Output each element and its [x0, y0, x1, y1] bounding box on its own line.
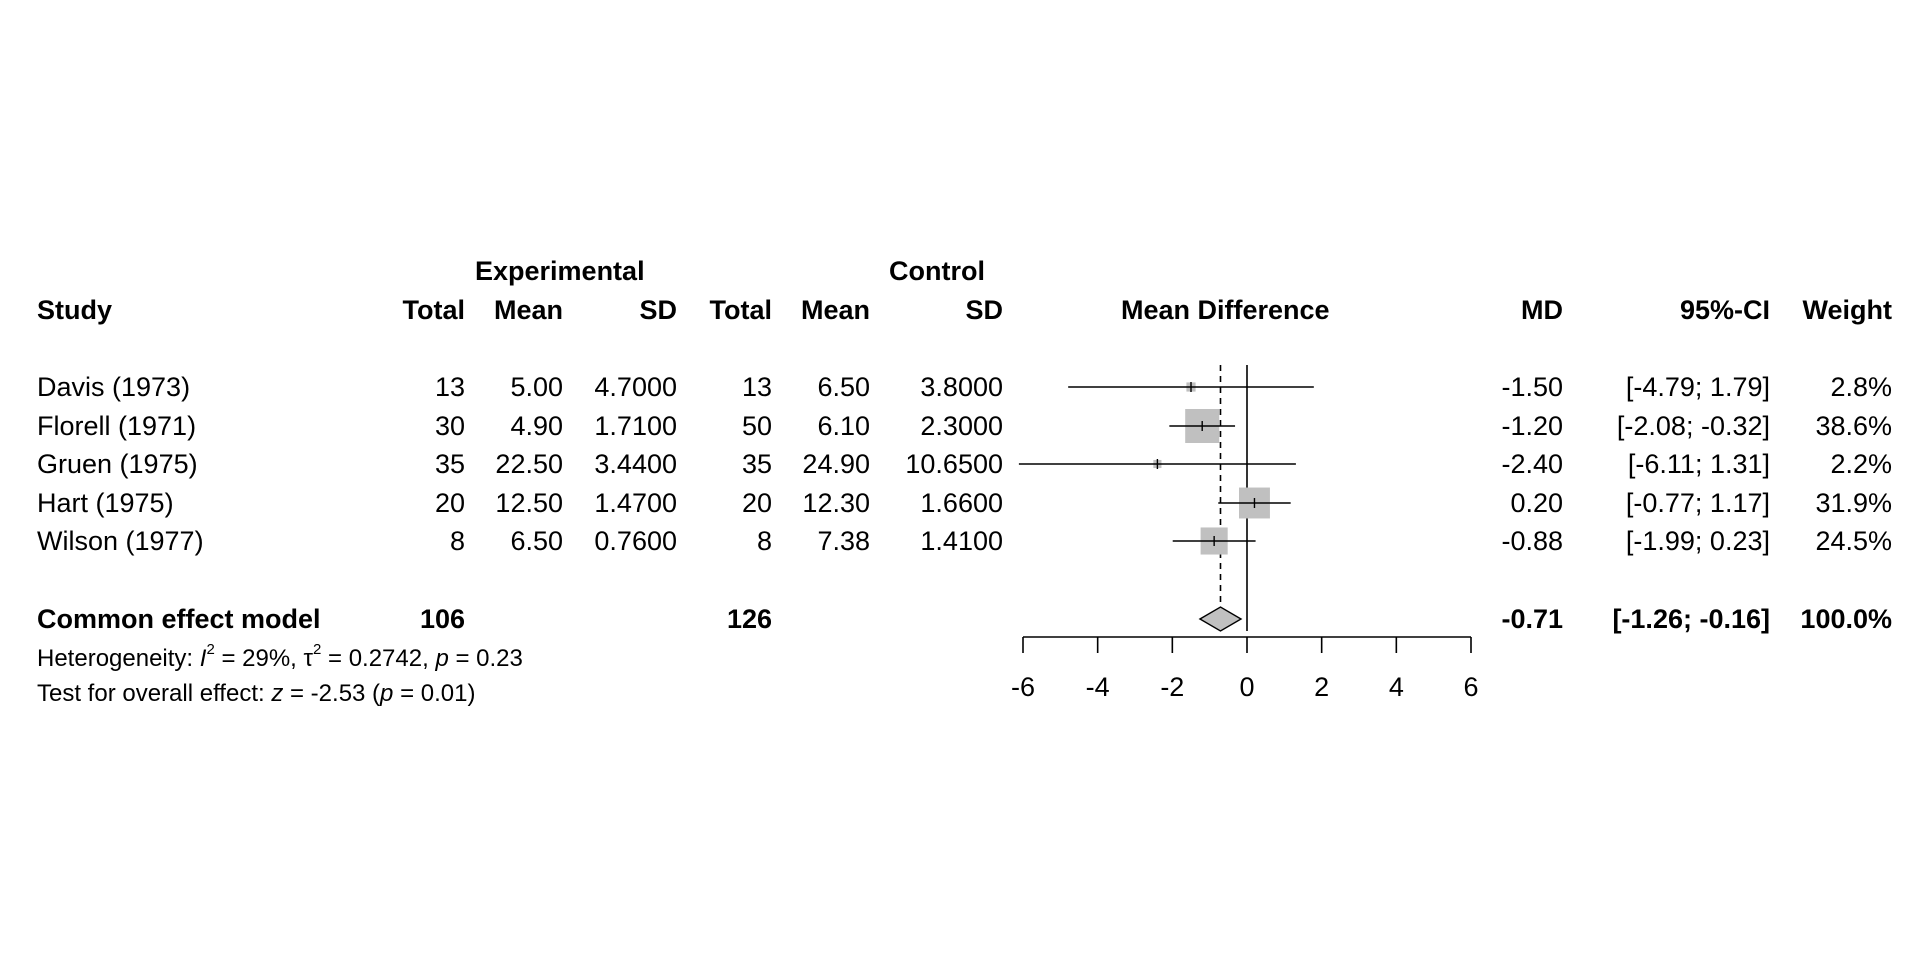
pooled-diamond — [1198, 606, 1243, 632]
exp-mean: 22.50 — [495, 449, 563, 479]
weight-value: 31.9% — [1815, 488, 1892, 518]
ci-value: [-4.79; 1.79] — [1625, 372, 1770, 402]
ci-value: [-1.99; 0.23] — [1625, 526, 1770, 556]
summary-exp-total: 106 — [419, 604, 465, 634]
exp-total: 35 — [434, 449, 465, 479]
study-row: Gruen (1975) 35 22.50 3.4400 35 24.90 10… — [0, 451, 1920, 485]
study-row: Wilson (1977) 8 6.50 0.7600 8 7.38 1.410… — [0, 528, 1920, 562]
x-tick-label: -4 — [1086, 672, 1110, 702]
summary-md: -0.71 — [1501, 604, 1563, 634]
overall-effect-text: Test for overall effect: z = -2.53 (p = … — [37, 680, 476, 707]
md-header: MD — [1521, 295, 1563, 325]
summary-weight: 100.0% — [1800, 604, 1892, 634]
md-value: 0.20 — [1510, 488, 1563, 518]
ctl-sd: 2.3000 — [920, 411, 1003, 441]
x-tick-label: -6 — [1011, 672, 1035, 702]
ctl-mean: 12.30 — [802, 488, 870, 518]
ctl-total: 13 — [741, 372, 772, 402]
ctl-total-header: Total — [709, 295, 773, 325]
x-tick-label: -2 — [1160, 672, 1184, 702]
ci-value: [-0.77; 1.17] — [1625, 488, 1770, 518]
ctl-sd: 10.6500 — [905, 449, 1003, 479]
study-name: Wilson (1977) — [37, 526, 204, 556]
weight-value: 2.2% — [1830, 449, 1892, 479]
x-tick-label: 6 — [1463, 672, 1478, 702]
ctl-total: 20 — [741, 488, 772, 518]
exp-sd-header: SD — [639, 295, 677, 325]
ci-header: 95%-CI — [1679, 295, 1770, 325]
exp-mean: 4.90 — [510, 411, 563, 441]
study-row: Davis (1973) 13 5.00 4.7000 13 6.50 3.80… — [0, 374, 1920, 408]
exp-sd: 1.7100 — [594, 411, 677, 441]
ctl-sd: 3.8000 — [920, 372, 1003, 402]
ci-value: [-2.08; -0.32] — [1616, 411, 1770, 441]
ctl-mean: 6.10 — [817, 411, 870, 441]
exp-mean-header: Mean — [493, 295, 563, 325]
ctl-total: 50 — [741, 411, 772, 441]
plot-title: Mean Difference — [1121, 295, 1330, 325]
exp-sd: 1.4700 — [594, 488, 677, 518]
weight-value: 38.6% — [1815, 411, 1892, 441]
exp-total: 8 — [449, 526, 465, 556]
x-tick-label: 2 — [1314, 672, 1329, 702]
exp-total-header: Total — [402, 295, 466, 325]
study-row: Hart (1975) 20 12.50 1.4700 20 12.30 1.6… — [0, 490, 1920, 524]
exp-sd: 4.7000 — [594, 372, 677, 402]
weight-header: Weight — [1802, 295, 1893, 325]
md-value: -0.88 — [1501, 526, 1563, 556]
ctl-sd-header: SD — [965, 295, 1003, 325]
ctl-mean-header: Mean — [800, 295, 870, 325]
heterogeneity-text: Heterogeneity: I2 = 29%, τ2 = 0.2742, p … — [37, 641, 523, 672]
study-column-header: Study — [37, 295, 113, 325]
md-value: -1.20 — [1501, 411, 1563, 441]
summary-ctl-total: 126 — [726, 604, 772, 634]
exp-total: 13 — [434, 372, 465, 402]
ctl-total: 8 — [756, 526, 772, 556]
x-tick-label: 0 — [1239, 672, 1254, 702]
study-row: Florell (1971) 30 4.90 1.7100 50 6.10 2.… — [0, 413, 1920, 447]
weight-value: 2.8% — [1830, 372, 1892, 402]
x-tick-label: 4 — [1389, 672, 1404, 702]
exp-sd: 3.4400 — [594, 449, 677, 479]
ctl-total: 35 — [741, 449, 772, 479]
weight-value: 24.5% — [1815, 526, 1892, 556]
study-name: Gruen (1975) — [37, 449, 198, 479]
control-group-header: Control — [889, 256, 985, 286]
study-name: Davis (1973) — [37, 372, 191, 402]
summary-ci: [-1.26; -0.16] — [1612, 604, 1770, 634]
ci-value: [-6.11; 1.31] — [1627, 449, 1770, 479]
exp-mean: 5.00 — [510, 372, 563, 402]
ctl-mean: 6.50 — [817, 372, 870, 402]
ctl-mean: 24.90 — [802, 449, 870, 479]
study-name: Florell (1971) — [37, 411, 197, 441]
md-value: -2.40 — [1501, 449, 1563, 479]
exp-total: 20 — [434, 488, 465, 518]
exp-mean: 6.50 — [510, 526, 563, 556]
md-value: -1.50 — [1501, 372, 1563, 402]
ctl-mean: 7.38 — [817, 526, 870, 556]
exp-total: 30 — [434, 411, 465, 441]
exp-sd: 0.7600 — [594, 526, 677, 556]
study-name: Hart (1975) — [37, 488, 174, 518]
ctl-sd: 1.6600 — [920, 488, 1003, 518]
ctl-sd: 1.4100 — [920, 526, 1003, 556]
experimental-group-header: Experimental — [475, 256, 645, 286]
summary-label: Common effect model — [37, 604, 321, 634]
exp-mean: 12.50 — [495, 488, 563, 518]
